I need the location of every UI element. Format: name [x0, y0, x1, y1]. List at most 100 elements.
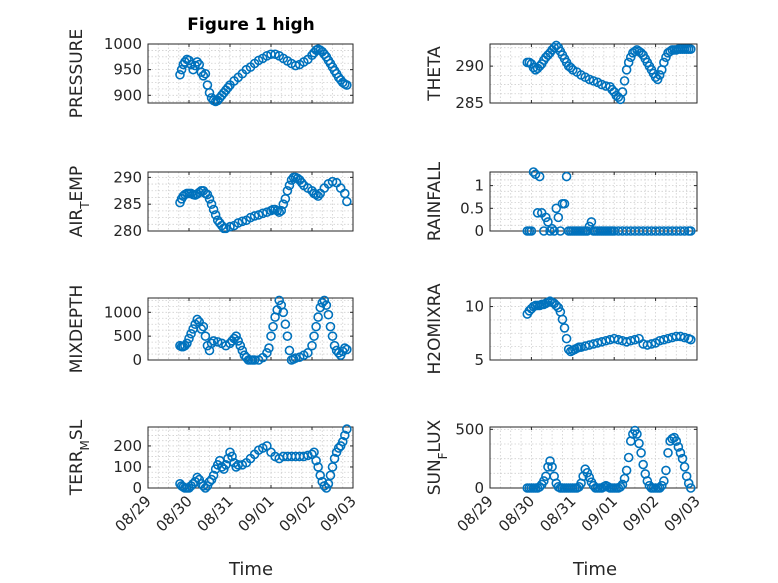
data-point [679, 462, 690, 472]
data-point [237, 216, 248, 227]
x-tick-label: 09/01 [578, 492, 621, 535]
y-tick-label: 100 [113, 458, 142, 476]
data-point [615, 482, 626, 492]
data-point [202, 80, 213, 90]
data-point [526, 226, 537, 236]
y-axis-label-pressure: PRESSURE [67, 29, 87, 118]
data-point [565, 62, 576, 73]
y-axis-label-theta: THETA [425, 46, 445, 102]
data-point [303, 348, 313, 358]
data-point [557, 314, 568, 325]
data-point [685, 483, 696, 493]
data-point [313, 191, 323, 201]
axes-frame [147, 426, 354, 489]
x-tick-label: 09/02 [276, 492, 319, 535]
data-point [278, 307, 289, 318]
y-tick-label: 1000 [104, 35, 142, 53]
data-point [683, 478, 694, 489]
axes-frame [147, 171, 354, 232]
data-point [665, 46, 675, 57]
data-point [342, 344, 352, 355]
data-point [327, 331, 338, 341]
data-point [539, 476, 549, 486]
data-point [323, 309, 334, 320]
figure-title: Figure 1 high [187, 15, 315, 35]
data-point [278, 199, 289, 209]
data-point [630, 334, 640, 345]
data-point [208, 470, 219, 481]
y-tick-label: 5 [474, 351, 484, 369]
data-point [196, 324, 207, 334]
data-point [547, 462, 557, 472]
data-point [257, 208, 268, 219]
data-point [249, 355, 260, 365]
data-point [632, 429, 642, 439]
y-axis-label-h2omixra: H2OMIXRA [425, 283, 445, 374]
data-point [180, 340, 190, 351]
data-point [237, 345, 248, 356]
data-point [652, 74, 663, 85]
subplot-theta: 285 290 THETA [425, 40, 698, 112]
data-point [272, 205, 282, 216]
x-axis-label-right: Time [572, 559, 617, 580]
data-point [551, 203, 562, 214]
data-point [319, 295, 330, 306]
data-point [528, 167, 539, 177]
data-point [188, 324, 198, 334]
data-point [329, 453, 340, 464]
data-point [231, 462, 241, 472]
data-point [264, 343, 274, 353]
data-point [671, 436, 682, 446]
data-point [685, 226, 696, 236]
data-point [311, 189, 321, 200]
x-tick-label: 09/02 [619, 492, 662, 535]
x-tick-label: 09/03 [661, 492, 704, 535]
data-point [617, 479, 628, 490]
data-point [176, 64, 187, 75]
data-point [528, 62, 539, 73]
data-point [192, 314, 202, 325]
x-tick-label: 09/01 [235, 492, 278, 535]
data-point [584, 472, 595, 483]
data-point [200, 331, 211, 341]
data-point [311, 321, 321, 332]
data-point [231, 331, 241, 341]
y-axis-label-air_temp: AIRTEMP [67, 166, 92, 237]
data-point [311, 455, 321, 466]
y-tick-label: 0 [132, 479, 142, 497]
y-tick-label: 500 [113, 327, 142, 345]
x-tick-label: 08/29 [454, 492, 497, 535]
axes-frame [489, 43, 698, 104]
data-point [636, 448, 646, 458]
subplot-pressure: 900 950 1000 PRESSURE [67, 29, 354, 118]
data-point [659, 57, 669, 68]
subplot-h2omixra: 5 10 H2OMIXRA [425, 283, 698, 375]
data-point [206, 338, 217, 349]
data-point [549, 226, 559, 236]
data-point [309, 447, 319, 458]
y-tick-label: 950 [113, 61, 142, 79]
data-point [661, 465, 671, 476]
data-point [225, 221, 235, 232]
data-point [327, 462, 338, 472]
data-point [553, 212, 564, 223]
data-point [559, 323, 570, 333]
data-point [541, 212, 551, 223]
data-point [307, 340, 317, 351]
data-point [623, 452, 634, 463]
y-tick-label: 290 [113, 168, 142, 186]
data-point [534, 171, 545, 182]
data-point [192, 57, 202, 67]
data-point [545, 456, 555, 466]
data-point [654, 483, 665, 493]
data-point [268, 321, 278, 332]
data-point [333, 348, 344, 358]
x-tick-label: 08/30 [153, 492, 196, 535]
data-point [309, 331, 319, 341]
y-tick-label: 10 [465, 298, 484, 316]
data-point [233, 336, 243, 346]
data-point [323, 478, 334, 489]
